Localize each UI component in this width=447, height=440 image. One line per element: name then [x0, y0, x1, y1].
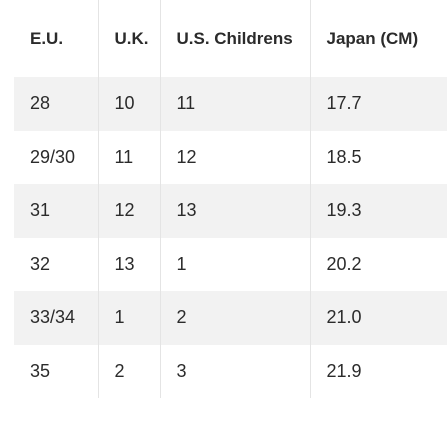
- table-row: 33/34 1 2 21.0: [14, 291, 447, 345]
- table-row: 29/30 11 12 18.5: [14, 130, 447, 184]
- table-cell: 10: [97, 77, 160, 131]
- table-cell: 18.5: [309, 130, 447, 184]
- table-cell: 21.0: [309, 291, 447, 345]
- table-body: 28 10 11 17.7 29/30 11 12 18.5 31 12 13 19.3 32 13 1 20…: [14, 77, 447, 398]
- table-row: 28 10 11 17.7: [14, 77, 447, 131]
- table-cell: 28: [14, 77, 98, 131]
- table-cell: 21.9: [309, 344, 447, 398]
- table-row: 31 12 13 19.3: [14, 184, 447, 238]
- table-cell: 2: [159, 291, 310, 345]
- header-cell: U.S. Childrens: [159, 0, 310, 77]
- table-cell: 2: [97, 344, 160, 398]
- header-cell: U.K.: [97, 0, 160, 77]
- table-cell: 13: [159, 184, 310, 238]
- table-cell: 32: [30, 253, 51, 274]
- table-cell: 1: [159, 237, 310, 291]
- table-cell: 11: [97, 130, 160, 184]
- table-cell: 17.7: [309, 77, 447, 131]
- table-row: 32 13 1 20.2: [14, 237, 447, 291]
- header-cell: Japan (CM): [309, 0, 447, 77]
- header-cell: E.U.: [30, 28, 64, 48]
- table-cell: 31: [14, 184, 98, 238]
- table-cell: 35: [30, 360, 51, 381]
- table-cell: 19.3: [309, 184, 447, 238]
- table-cell: 3: [159, 344, 310, 398]
- table-cell: 33/34: [14, 291, 98, 345]
- table-cell: 29/30: [30, 146, 76, 167]
- table-cell: 12: [97, 184, 160, 238]
- table-cell: 11: [159, 77, 310, 131]
- table-row: 35 2 3 21.9: [14, 344, 447, 398]
- table-cell: 1: [97, 291, 160, 345]
- table-cell: 12: [159, 130, 310, 184]
- table-cell: 13: [97, 237, 160, 291]
- table-cell: 20.2: [309, 237, 447, 291]
- size-table: E.U. U.K. U.S. Childrens Japan (CM) 28 10 11 1…: [14, 0, 447, 398]
- header-row: E.U. U.K. U.S. Childrens Japan (CM): [14, 0, 447, 77]
